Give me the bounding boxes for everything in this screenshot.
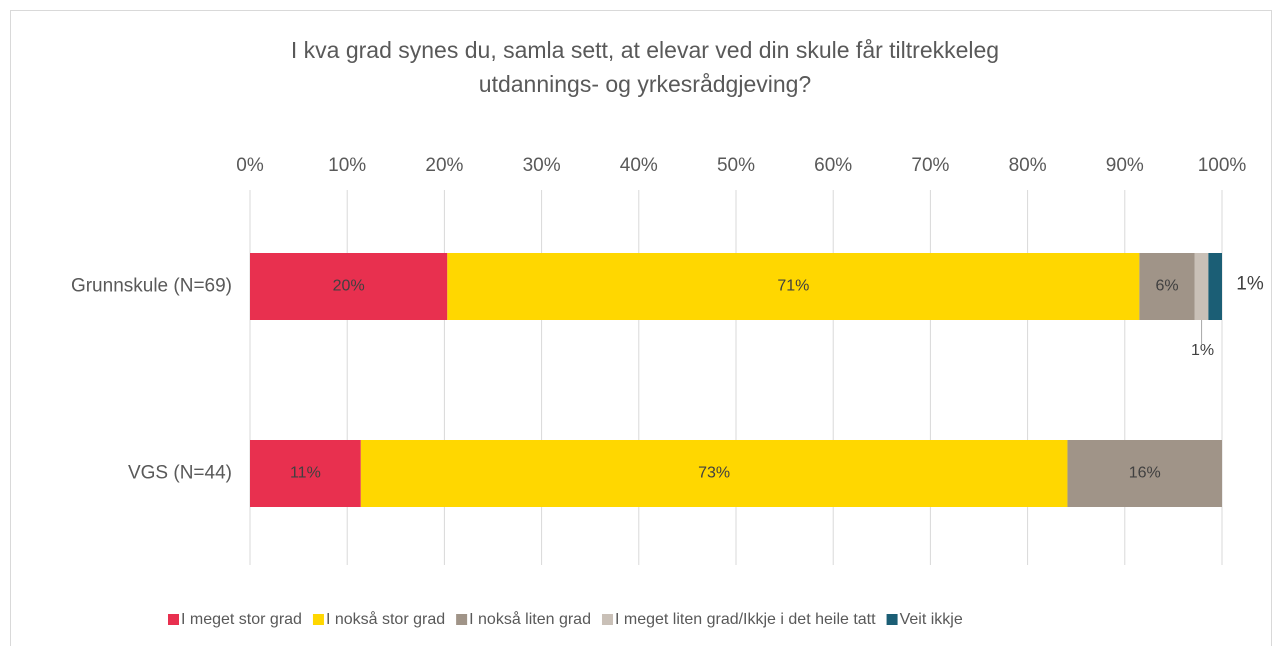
legend-swatch — [312, 614, 324, 625]
x-tick-label: 30% — [523, 155, 561, 176]
data-label: 73% — [698, 465, 730, 482]
chart-title: I kva grad synes du, samla sett, at elev… — [291, 37, 999, 97]
legend-swatch — [456, 614, 468, 625]
legend-label: I nokså liten grad — [469, 610, 591, 628]
bar-segment — [447, 253, 1140, 320]
x-tick-label: 0% — [236, 155, 264, 176]
data-label: 20% — [333, 278, 365, 295]
category-label: Grunnskule (N=69) — [71, 276, 232, 297]
x-tick-label: 50% — [717, 155, 755, 176]
bar-segment — [360, 440, 1068, 507]
data-label: 1% — [1236, 274, 1264, 295]
legend-label: I meget liten grad/Ikkje i det heile tat… — [615, 611, 876, 628]
category-label: VGS (N=44) — [128, 463, 232, 484]
legend-label: I nokså stor grad — [326, 610, 445, 628]
x-tick-label: 20% — [425, 155, 463, 176]
data-label: 11% — [290, 465, 321, 482]
x-tick-label: 80% — [1009, 155, 1047, 176]
x-tick-label: 40% — [620, 155, 658, 176]
data-label: 1% — [1191, 342, 1214, 359]
bar-segment — [1067, 440, 1222, 507]
legend-swatch — [886, 614, 898, 625]
data-label: 71% — [777, 278, 809, 295]
x-tick-label: 70% — [911, 155, 949, 176]
legend-swatch — [168, 614, 179, 625]
legend-label: Veit ikkje — [900, 611, 963, 628]
x-tick-label: 100% — [1198, 155, 1247, 176]
x-tick-label: 90% — [1106, 155, 1144, 176]
data-label: 6% — [1156, 278, 1179, 295]
x-tick-label: 60% — [814, 155, 852, 176]
frame — [10, 10, 1272, 646]
bar-segment — [250, 440, 361, 507]
bar-segment — [1208, 253, 1222, 320]
legend-label: I meget stor grad — [181, 611, 302, 628]
bar-segment — [1194, 253, 1209, 320]
x-tick-label: 10% — [328, 155, 366, 176]
legend-swatch — [601, 614, 613, 625]
bar-segment — [1139, 253, 1195, 320]
bar-segment — [250, 253, 448, 320]
data-label: 16% — [1129, 465, 1161, 482]
